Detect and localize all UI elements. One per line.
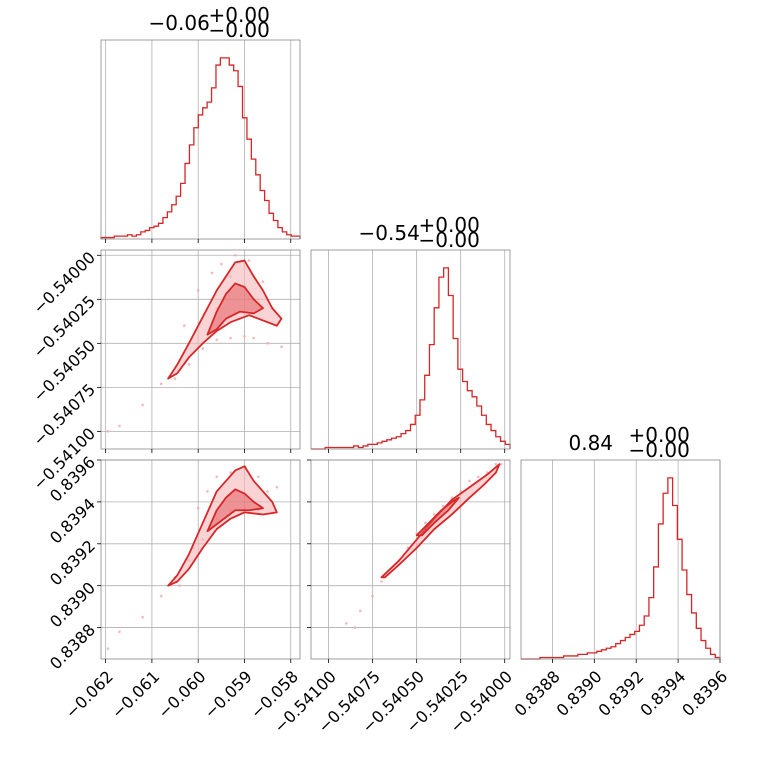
sample-point xyxy=(247,259,251,262)
hist-panel-0: −0.06+0.00−0.00 xyxy=(100,3,301,240)
param-title-minus-2: −0.00 xyxy=(629,438,690,462)
contour-inner xyxy=(415,496,460,537)
sample-point xyxy=(266,342,269,345)
sample-point xyxy=(344,622,348,625)
sample-point xyxy=(499,462,503,466)
sample-point xyxy=(432,513,436,516)
pair-panel-0-2 xyxy=(100,459,301,660)
panel-frame xyxy=(100,39,301,240)
sample-point xyxy=(141,615,144,619)
x-tick-label: 0.8394 xyxy=(636,667,689,720)
sample-point xyxy=(196,506,200,510)
x-tick-label: 0.8396 xyxy=(678,667,731,720)
hist-panel-2: 0.84 +0.00−0.00 xyxy=(520,423,721,660)
sample-point xyxy=(210,271,214,275)
param-title-2: 0.84 xyxy=(569,431,614,455)
param-title-1: −0.54 xyxy=(359,221,420,245)
y-tick-label: 0.8388 xyxy=(46,620,99,673)
sample-point xyxy=(173,377,177,380)
x-tick-label: −0.059 xyxy=(200,667,255,722)
x-tick-label: −0.062 xyxy=(62,667,117,722)
sample-point xyxy=(266,490,269,493)
histogram-1 xyxy=(311,267,511,450)
sample-point xyxy=(215,338,218,342)
sample-point xyxy=(233,253,237,257)
param-title-0: −0.06 xyxy=(149,11,210,35)
panel-frame xyxy=(100,249,301,450)
hist-panel-1: −0.54+0.00−0.00 xyxy=(310,213,511,450)
sample-point xyxy=(380,580,383,583)
sample-point xyxy=(159,594,163,598)
pair-panel-0-1 xyxy=(100,249,301,450)
sample-point xyxy=(196,289,200,292)
sample-point xyxy=(275,485,279,489)
x-tick-label: 0.8390 xyxy=(553,667,606,720)
contour-outer xyxy=(167,465,278,587)
sample-point xyxy=(371,594,374,598)
panel-frame xyxy=(520,459,721,660)
sample-point xyxy=(220,262,223,266)
sample-point xyxy=(118,424,121,428)
contour-inner xyxy=(206,282,264,336)
sample-point xyxy=(201,347,205,350)
x-tick-label: −0.060 xyxy=(154,667,209,722)
histogram-0 xyxy=(100,57,301,239)
sample-point xyxy=(468,479,471,483)
sample-point xyxy=(359,609,362,613)
sample-point xyxy=(118,630,121,634)
sample-point xyxy=(353,626,357,629)
sample-point xyxy=(215,475,218,479)
sample-point xyxy=(206,490,209,493)
sample-point xyxy=(106,430,110,433)
sample-point xyxy=(424,521,427,525)
sample-point xyxy=(141,403,144,407)
y-tick-label: 0.8392 xyxy=(46,536,99,589)
contour-inner xyxy=(206,488,264,533)
y-tick-label: 0.8390 xyxy=(46,578,99,631)
sample-point xyxy=(261,280,265,283)
sample-point xyxy=(477,475,480,479)
panel-frame xyxy=(310,249,511,450)
sample-point xyxy=(243,334,246,338)
sample-point xyxy=(280,345,283,349)
sample-point xyxy=(187,363,191,366)
sample-point xyxy=(159,382,163,386)
sample-point xyxy=(257,475,260,479)
sample-point xyxy=(229,336,232,340)
sample-point xyxy=(178,584,181,587)
param-title-minus-0: −0.00 xyxy=(209,18,270,42)
panel-frame xyxy=(100,459,301,660)
sample-point xyxy=(441,504,445,508)
param-title-plus-2: +0.00 xyxy=(629,423,690,447)
pair-panel-1-2 xyxy=(310,459,511,660)
x-tick-label: 0.8392 xyxy=(595,667,648,720)
sample-point xyxy=(252,336,256,340)
y-tick-label: 0.8394 xyxy=(46,494,99,547)
param-title-plus-0: +0.00 xyxy=(209,3,270,27)
panel-frame xyxy=(310,459,511,660)
param-title-minus-1: −0.00 xyxy=(419,228,480,252)
sample-point xyxy=(183,324,186,328)
x-tick-label: −0.061 xyxy=(108,667,163,722)
param-title-plus-1: +0.00 xyxy=(419,213,480,237)
x-tick-label: 0.8388 xyxy=(511,667,564,720)
sample-point xyxy=(229,471,232,474)
sample-point xyxy=(494,462,498,466)
histogram-2 xyxy=(521,477,721,660)
sample-point xyxy=(106,647,110,650)
contour-outer xyxy=(380,463,501,579)
